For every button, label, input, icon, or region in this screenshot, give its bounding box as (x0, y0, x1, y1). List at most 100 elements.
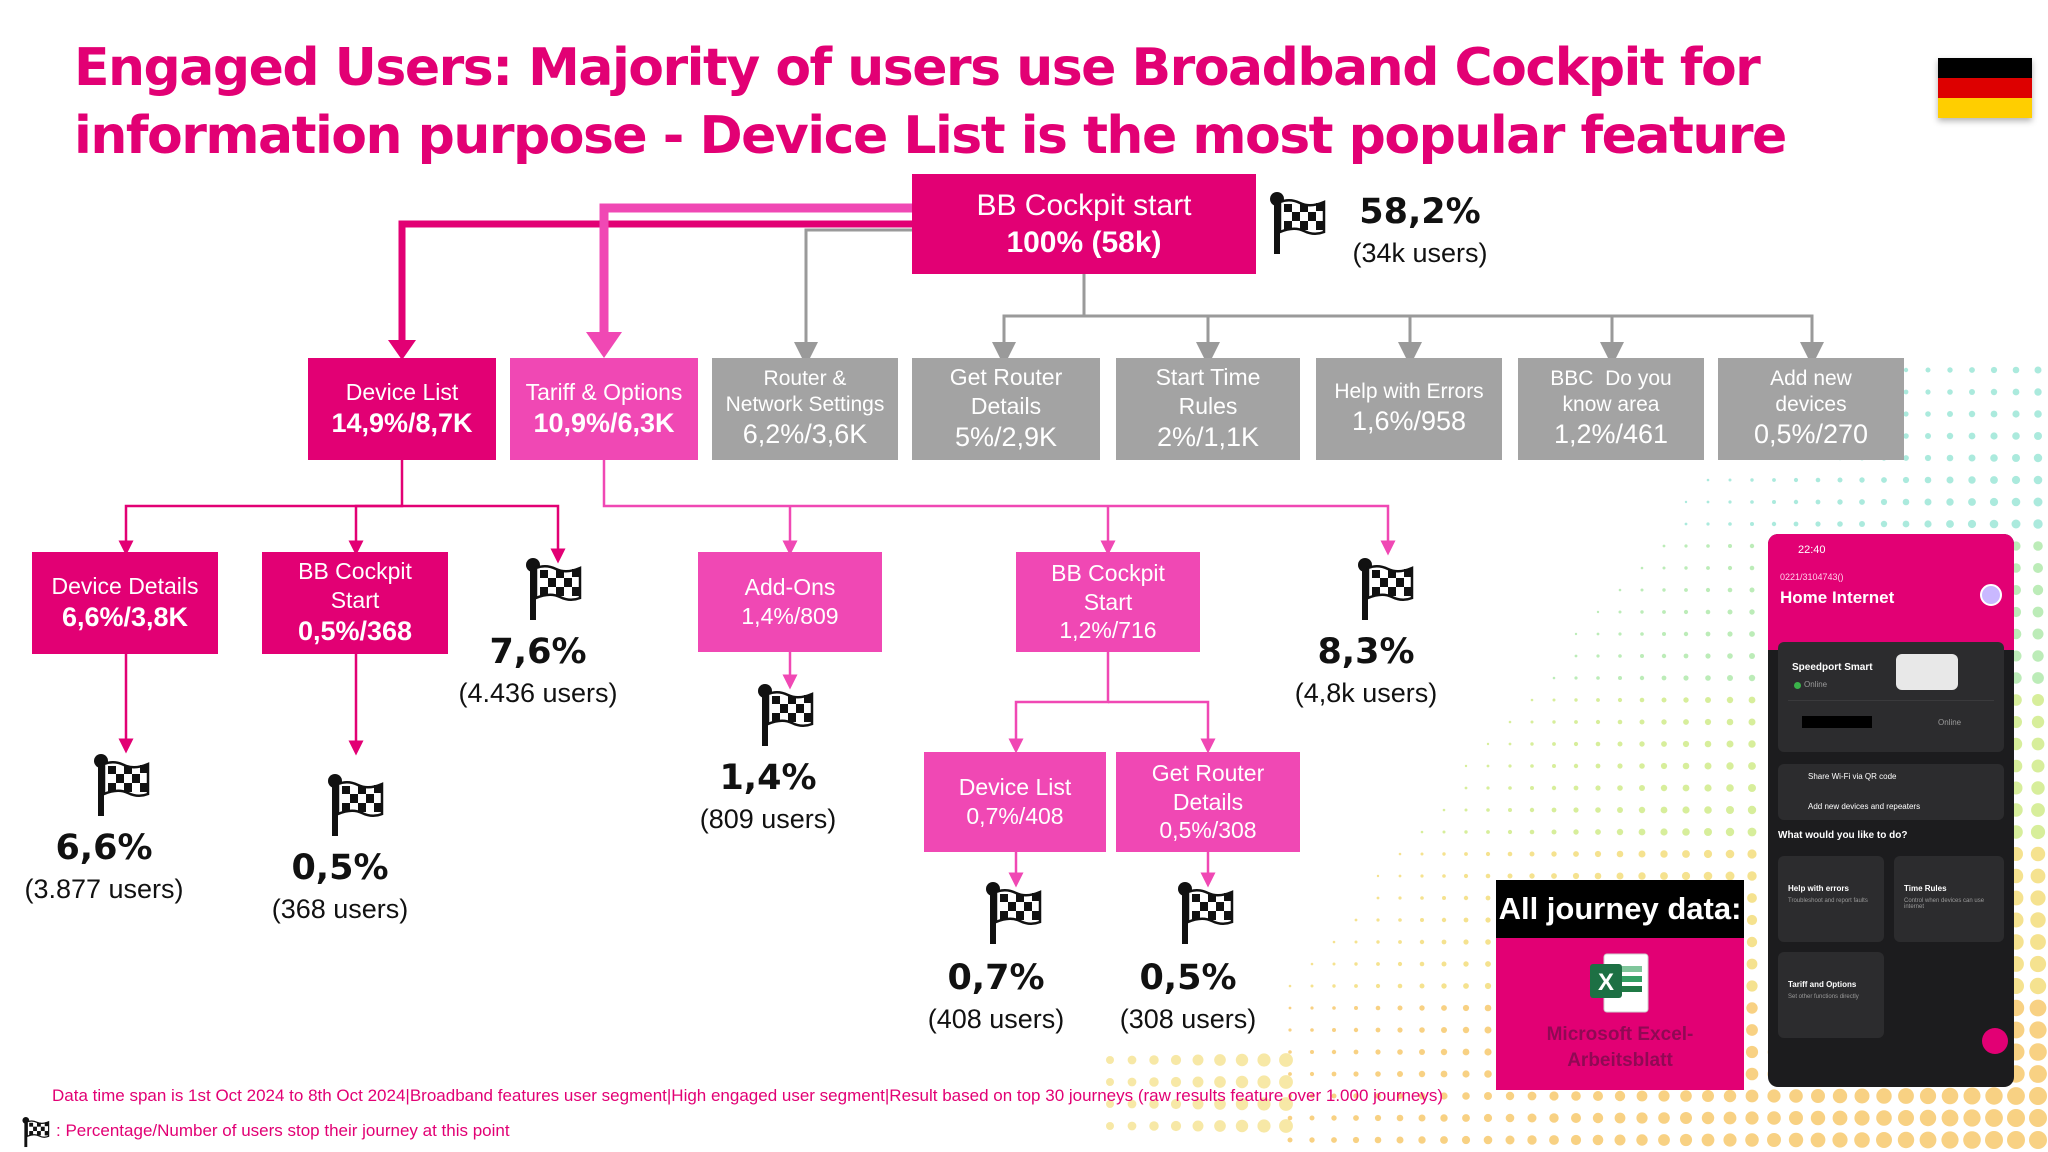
tile-title: Tariff and Options (1788, 980, 1857, 989)
decorative-dot (1596, 654, 1600, 658)
decorative-dot (1529, 851, 1535, 857)
decorative-dot (1661, 675, 1667, 681)
decorative-dot (1420, 874, 1424, 878)
stop-users: (308 users) (1119, 1004, 1257, 1034)
decorative-dot (1682, 784, 1690, 792)
decorative-dot (1419, 939, 1425, 945)
decorative-dot (1376, 918, 1380, 922)
decorative-dot (1614, 1090, 1626, 1102)
decorative-dot (1703, 871, 1713, 881)
decorative-dot (1746, 914, 1758, 926)
decorative-dot (1507, 873, 1513, 879)
decorative-dot (2029, 1087, 2047, 1105)
decorative-dot (1353, 1027, 1359, 1033)
decorative-dot (1397, 1071, 1403, 1077)
stop-percent: 0,5% (291, 848, 389, 888)
node-bb-get-router-details: Get Router Details 0,5%/308 (1116, 752, 1300, 852)
decorative-dot (1595, 785, 1601, 791)
section-question: What would you like to do? (1778, 830, 1908, 841)
decorative-dot (1639, 697, 1645, 703)
decorative-dot (1946, 454, 1954, 462)
decorative-dot (1352, 1136, 1360, 1144)
decorative-dot (1398, 940, 1402, 944)
decorative-dot (1903, 411, 1909, 417)
decorative-dot (1705, 675, 1711, 681)
node-bb-cockpit-start: BB Cockpit start 100% (58k) (912, 174, 1256, 274)
decorative-dot (1287, 1137, 1293, 1143)
decorative-dot (1331, 1049, 1337, 1055)
decorative-dot (1898, 1088, 1914, 1104)
decorative-dot (1749, 543, 1755, 549)
decorative-dot (1661, 741, 1667, 747)
decorative-dot (1963, 1131, 1981, 1149)
decorative-dot (1640, 654, 1644, 658)
decorative-dot (1463, 873, 1469, 879)
node-add-ons: Add-Ons 1,4%/809 (698, 552, 882, 652)
tile-help-errors[interactable]: Help with errors Troubleshoot and report… (1778, 856, 1884, 942)
decorative-dot (1746, 1002, 1758, 1014)
decorative-dot (1968, 432, 1976, 440)
node-get-router-details: Get Router Details 5%/2,9K (912, 358, 1100, 460)
decorative-dot (1419, 983, 1425, 989)
tile-time-rules[interactable]: Time Rules Control when devices can use … (1894, 856, 2004, 942)
decorative-dot (1683, 719, 1689, 725)
decorative-dot (1398, 896, 1402, 900)
decorative-dot (2030, 912, 2046, 928)
decorative-dot (1441, 961, 1447, 967)
decorative-dot (1287, 1093, 1293, 1099)
decorative-dot (1617, 807, 1623, 813)
decorative-dot (1810, 1110, 1826, 1126)
decorative-dot (1701, 1133, 1715, 1147)
decorative-dot (1279, 1097, 1293, 1111)
phone-title: Home Internet (1780, 588, 1895, 607)
node-value: 2%/1,1K (1156, 421, 1260, 452)
avatar[interactable] (1980, 584, 2002, 606)
excel-icon[interactable]: X (1586, 950, 1652, 1016)
share-wifi-row[interactable]: Share Wi-Fi via QR code Add new devices … (1778, 764, 2004, 820)
decorative-dot (1682, 762, 1690, 770)
decorative-dot (1618, 588, 1622, 592)
decorative-dot (1745, 1133, 1759, 1147)
decorative-dot (1235, 1053, 1249, 1067)
decorative-dot (1106, 1056, 1114, 1064)
decorative-dot (1985, 1131, 2003, 1149)
decorative-dot (1684, 522, 1688, 526)
decorative-dot (2007, 1131, 2025, 1149)
node-label: Device List (345, 378, 459, 405)
decorative-dot (1376, 940, 1380, 944)
decorative-dot (1571, 1113, 1581, 1123)
decorative-dot (1396, 1092, 1404, 1100)
decorative-dot (1442, 852, 1446, 856)
decorative-dot (1745, 1045, 1759, 1059)
tile-tariff-options[interactable]: Tariff and Options Set other functions d… (1778, 952, 1884, 1038)
decorative-dot (1235, 1075, 1249, 1089)
decorative-dot (1573, 785, 1579, 791)
decorative-dot (1701, 1111, 1715, 1125)
decorative-dot (1485, 873, 1491, 879)
device-card[interactable]: Speedport Smart Online Online (1778, 642, 2004, 752)
decorative-dot (2030, 890, 2046, 906)
chat-button[interactable] (1982, 1028, 2008, 1054)
decorative-dot (1704, 762, 1712, 770)
decorative-dot (2032, 650, 2044, 662)
decorative-dot (2034, 410, 2042, 418)
decorative-dot (1614, 1134, 1626, 1146)
decorative-dot (1616, 872, 1624, 880)
decorative-dot (1235, 1097, 1249, 1111)
decorative-dot (1461, 1135, 1471, 1145)
stop-percent: 0,5% (1139, 958, 1237, 998)
decorative-dot (1398, 918, 1402, 922)
decorative-dot (1706, 478, 1710, 482)
decorative-dot (1684, 500, 1688, 504)
decorative-dot (1703, 849, 1713, 859)
decorative-dot (1748, 762, 1756, 770)
decorative-dot (1726, 762, 1734, 770)
decorative-dot (1749, 609, 1755, 615)
decorative-dot (1640, 566, 1644, 570)
decorative-dot (1574, 654, 1578, 658)
decorative-dot (1127, 1099, 1137, 1109)
decorative-dot (1789, 1089, 1803, 1103)
decorative-dot (1704, 718, 1712, 726)
decorative-dot (1772, 478, 1776, 482)
decorative-dot (1706, 566, 1710, 570)
